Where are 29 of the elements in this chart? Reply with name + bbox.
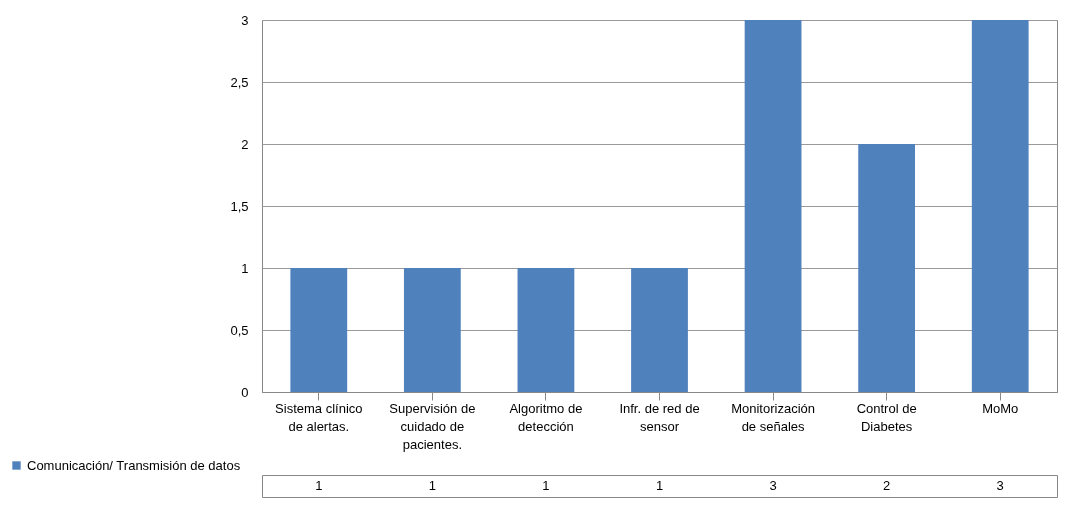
bar	[744, 20, 802, 392]
bar	[858, 144, 916, 392]
bar	[971, 20, 1029, 392]
data-label: 1	[542, 478, 550, 493]
bar	[403, 268, 461, 392]
x-tick-label: Sistema clínico de alertas.	[275, 400, 363, 434]
data-label: 3	[996, 478, 1004, 493]
y-tick-label: 2,5	[230, 74, 249, 90]
y-tick-label: 1,5	[230, 198, 249, 214]
data-label: 1	[428, 478, 436, 493]
data-label: 3	[769, 478, 777, 493]
x-tick-label: Control de Diabetes	[856, 400, 917, 434]
bar	[631, 268, 688, 392]
bar	[517, 268, 575, 392]
y-tick-label: 0,5	[230, 322, 249, 338]
y-tick-label: 3	[241, 12, 249, 28]
y-tick-label: 0	[241, 384, 249, 400]
legend-label: Comunicación/ Transmisión de datos	[27, 457, 241, 473]
data-label: 1	[655, 478, 664, 493]
x-tick-label: Supervisión de cuidado de pacientes.	[389, 400, 476, 452]
x-tick-label: Infr. de red de sensor	[619, 400, 700, 434]
data-label: 1	[315, 478, 323, 493]
y-tick-label: 2	[241, 136, 249, 152]
x-tick-label: Algoritmo de detección	[509, 400, 583, 434]
x-tick-label: MoMo	[982, 400, 1019, 416]
y-tick-label: 1	[241, 260, 249, 276]
bar	[290, 268, 348, 392]
x-tick-label: Monitorización de señales	[731, 400, 815, 434]
data-label: 2	[883, 478, 891, 493]
